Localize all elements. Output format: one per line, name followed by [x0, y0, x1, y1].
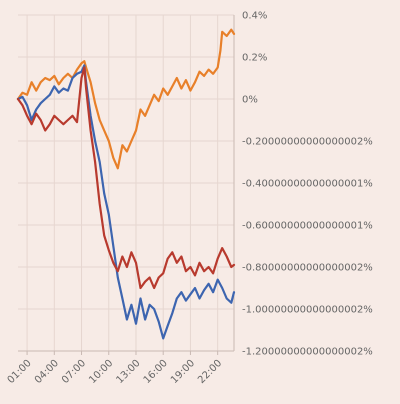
y-tick-label: -0.20000000000000002% — [242, 137, 373, 148]
y-tick-label: 0% — [242, 95, 258, 106]
y-tick-label: -0.60000000000000001% — [242, 221, 373, 232]
y-tick-label: -1.00000000000000002% — [242, 305, 373, 316]
y-tick-label: -0.40000000000000001% — [242, 179, 373, 190]
y-tick-label: 0.2% — [242, 53, 267, 64]
x-tick-label: 13:00 — [114, 358, 142, 386]
x-tick-label: 19:00 — [169, 358, 197, 386]
x-tick-label: 16:00 — [142, 358, 170, 386]
y-tick-label: 0.4% — [242, 11, 267, 22]
series-line-3 — [16, 66, 236, 290]
x-tick-label: 10:00 — [87, 358, 115, 386]
series-line-1 — [16, 28, 236, 170]
x-tick-label: 04:00 — [33, 358, 61, 386]
x-tick-labels: 01:00 04:00 07:00 10:00 13:00 16:00 19:00 22:00 — [6, 358, 225, 386]
y-tick-label: -1.20000000000000002% — [242, 347, 373, 358]
y-tick-label: -0.80000000000000002% — [242, 263, 373, 274]
y-tick-labels: 0.4% 0.2% 0% -0.20000000000000002% -0.400000… — [242, 11, 373, 358]
series-line-2 — [16, 64, 236, 340]
grid — [18, 14, 234, 352]
x-tick-label: 07:00 — [60, 358, 88, 386]
x-tick-label: 01:00 — [6, 358, 34, 386]
series-lines — [16, 28, 236, 340]
x-tick-label: 22:00 — [196, 358, 224, 386]
axes — [18, 15, 235, 355]
